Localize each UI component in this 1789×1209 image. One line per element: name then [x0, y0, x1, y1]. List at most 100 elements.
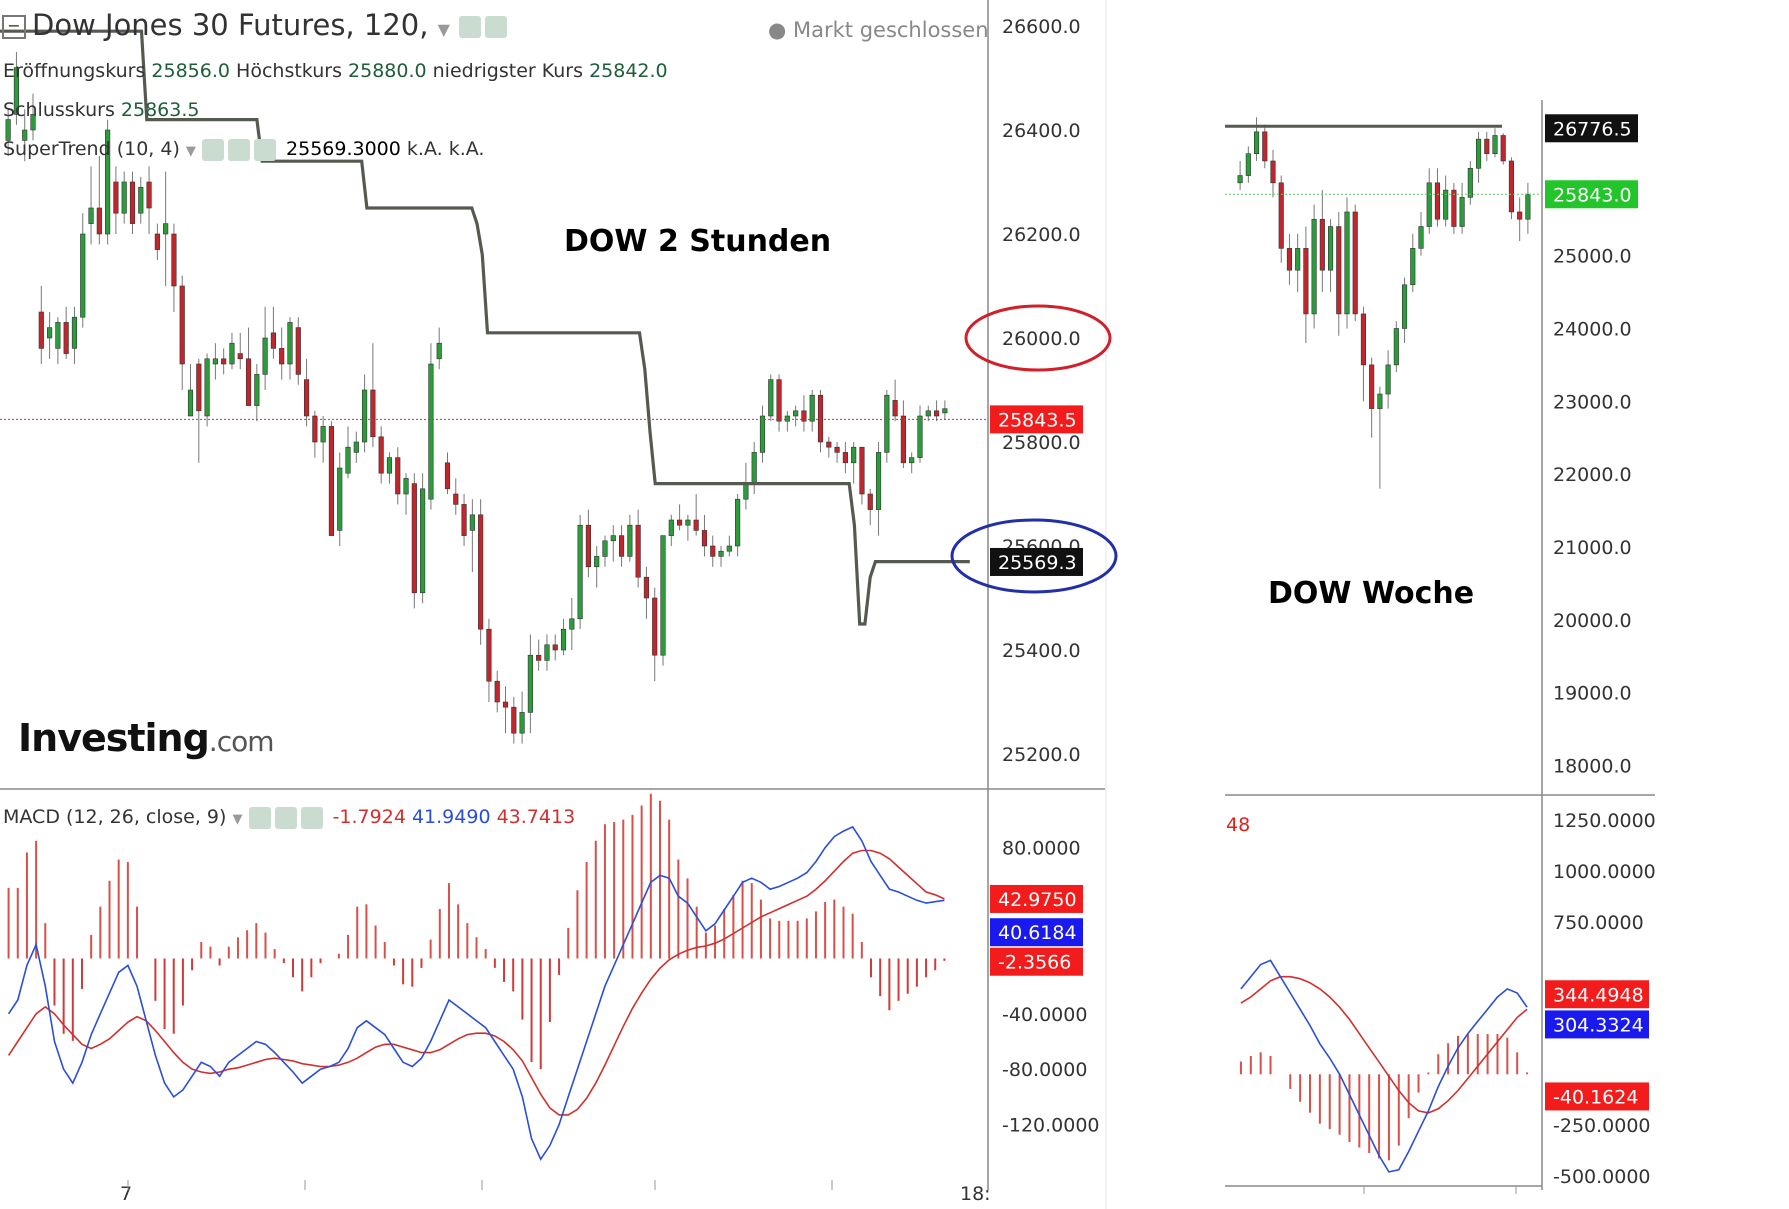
candle-body	[229, 342, 235, 365]
weekly-candle-body	[1286, 248, 1293, 271]
macd-signal-line	[7, 849, 945, 1116]
candle-body	[759, 415, 766, 453]
right-y-tick-label: 23000.0	[1553, 391, 1632, 413]
candle-body	[685, 519, 691, 526]
candle-body	[784, 415, 790, 422]
ohlc-row: Eröffnungskurs 25856.0 Höchstkurs 25880.…	[3, 60, 668, 82]
right-y-tick-label: 24000.0	[1553, 318, 1632, 340]
candle-body	[80, 233, 86, 318]
candle-body	[486, 628, 492, 682]
macd-y-tick-label: -40.0000	[1002, 1004, 1087, 1026]
eye-icon[interactable]	[201, 138, 224, 161]
candle-body	[320, 426, 326, 443]
supertrend-legend: SuperTrend (10, 4) ▼ 25569.3000 k.A. k.A…	[3, 138, 484, 161]
candle-body	[809, 394, 815, 422]
weekly-candle-body	[1508, 160, 1515, 213]
gear-icon[interactable]	[227, 138, 250, 161]
candle-body	[900, 415, 906, 464]
left-y-tick-label: 26000.0	[1002, 328, 1081, 350]
candle-body	[909, 457, 915, 464]
indicator-name[interactable]: SuperTrend (10, 4)	[3, 138, 180, 160]
weekly-candle-body	[1426, 182, 1432, 227]
candle-body	[204, 358, 210, 417]
candle-body	[735, 498, 741, 547]
gear-icon[interactable]	[485, 16, 508, 38]
candle-body	[163, 223, 169, 235]
macd-hist-value: -1.7924	[332, 806, 406, 828]
candle-body	[30, 114, 36, 131]
candle-body	[5, 119, 11, 141]
macd-y-tick-label: -120.0000	[1002, 1115, 1100, 1137]
close-icon[interactable]	[300, 806, 323, 829]
right-y-tick-label: 21000.0	[1553, 537, 1632, 559]
candle-body	[842, 452, 848, 464]
candle-body	[801, 410, 807, 422]
weekly-candle-body	[1352, 211, 1358, 315]
left-y-tick-label: 26600.0	[1002, 16, 1081, 38]
supertrend-line	[0, 29, 970, 626]
last-price-tag: 25843.5	[998, 409, 1077, 431]
eye-icon[interactable]	[248, 806, 271, 829]
indicator-na: k.A.	[406, 138, 443, 160]
candle-body	[469, 514, 475, 531]
candle-body	[328, 426, 335, 536]
supertrend-tag-bg	[990, 547, 1083, 576]
candle-body	[478, 514, 484, 630]
weekly-candle-body	[1443, 189, 1449, 220]
eye-icon[interactable]	[459, 16, 482, 38]
weekly-candle-body	[1336, 226, 1342, 315]
candle-body	[793, 410, 799, 417]
candle-body	[196, 363, 202, 412]
weekly-candle-body	[1492, 135, 1498, 154]
candle-body	[627, 524, 633, 557]
gear-icon[interactable]	[274, 806, 297, 829]
candle-body	[652, 597, 658, 656]
chevron-down-icon[interactable]: ▼	[437, 20, 450, 39]
weekly-candle-body	[1418, 226, 1424, 249]
weekly-candle-body	[1237, 175, 1243, 184]
candle-body	[362, 389, 368, 443]
weekly-candle-body	[1278, 182, 1284, 249]
left-y-tick-label: 25800.0	[1002, 432, 1081, 454]
candle-body	[751, 452, 757, 484]
candle-body	[279, 348, 285, 365]
highlight-circle-blue	[950, 518, 1118, 594]
candle-body	[527, 654, 533, 713]
candle-body	[826, 441, 832, 448]
left-chart-title: DOW 2 Stunden	[564, 224, 832, 259]
chevron-down-icon[interactable]: ▼	[232, 812, 243, 827]
right-macd-signal-tag: 344.4948	[1553, 984, 1644, 1006]
candle-body	[942, 408, 948, 414]
candle-body	[113, 181, 119, 214]
x-tick-label: 7	[120, 1183, 132, 1205]
symbol-title[interactable]: Dow Jones 30 Futures, 120,	[32, 8, 429, 42]
candle-body	[187, 389, 194, 417]
weekly-candle-body	[1253, 131, 1260, 154]
weekly-candle-body	[1393, 328, 1399, 366]
candle-body	[917, 415, 923, 458]
candle-body	[867, 493, 873, 510]
collapse-icon[interactable]: −	[2, 15, 26, 39]
candle-body	[834, 446, 840, 453]
candle-body	[22, 129, 28, 141]
x-tick-label: 18:	[960, 1183, 991, 1205]
candle-body	[552, 644, 558, 651]
macd-name[interactable]: MACD (12, 26, close, 9)	[3, 806, 227, 828]
left-y-tick-label: 25200.0	[1002, 744, 1081, 766]
candle-body	[776, 379, 782, 422]
candle-body	[121, 181, 127, 214]
candle-body	[88, 207, 94, 224]
close-icon[interactable]	[253, 138, 276, 161]
right-macd-line	[1240, 959, 1528, 1173]
right-macd-value-tag-bg	[1545, 1010, 1649, 1039]
candle-body	[221, 358, 227, 365]
macd-y-tick-label: 80.0000	[1002, 838, 1081, 860]
candle-body	[453, 493, 459, 505]
candle-body	[701, 530, 708, 547]
candle-body	[55, 322, 61, 349]
macd-hist-tag-bg	[990, 947, 1083, 976]
candle-body	[925, 410, 931, 417]
chevron-down-icon[interactable]: ▼	[185, 144, 196, 159]
candle-body	[345, 446, 351, 474]
